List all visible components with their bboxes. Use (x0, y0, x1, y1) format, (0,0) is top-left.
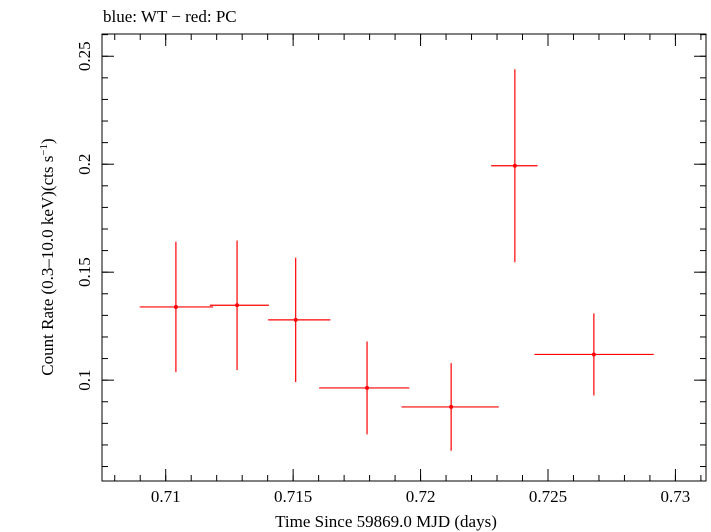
y-axis-label-sup: −1 (38, 144, 50, 156)
data-point (235, 303, 240, 308)
plot-frame (101, 33, 707, 482)
plot-frame-group (101, 33, 707, 482)
y-tick-label: 0.1 (75, 370, 94, 391)
x-tick-labels: 0.71 0.715 0.72 0.725 0.73 (151, 487, 690, 506)
y-axis-label-end: ) (38, 138, 57, 144)
y-tick-label: 0.2 (75, 154, 94, 175)
data-point (293, 317, 298, 322)
y-tick-label: 0.25 (75, 41, 94, 71)
x-tick-label: 0.71 (151, 487, 181, 506)
x-tick-label: 0.725 (529, 487, 567, 506)
data-point (449, 404, 454, 409)
data-point (591, 352, 596, 357)
x-tick-label: 0.72 (406, 487, 436, 506)
data-point (512, 163, 517, 168)
data-series (139, 69, 654, 451)
y-tick-labels: 0.1 0.15 0.2 0.25 (75, 41, 94, 390)
x-tick-label: 0.73 (661, 487, 691, 506)
axis-ticks (102, 34, 706, 481)
data-point (365, 385, 370, 390)
chart-title: blue: WT − red: PC (103, 7, 237, 26)
y-tick-label: 0.15 (75, 257, 94, 287)
data-point (173, 304, 178, 309)
y-axis-label: Count Rate (0.3–10.0 keV)(cts s−1) (38, 138, 57, 375)
x-axis-label: Time Since 59869.0 MJD (days) (275, 512, 497, 531)
y-axis-label-main: Count Rate (0.3–10.0 keV)(cts s (38, 156, 57, 376)
x-tick-label: 0.715 (274, 487, 312, 506)
